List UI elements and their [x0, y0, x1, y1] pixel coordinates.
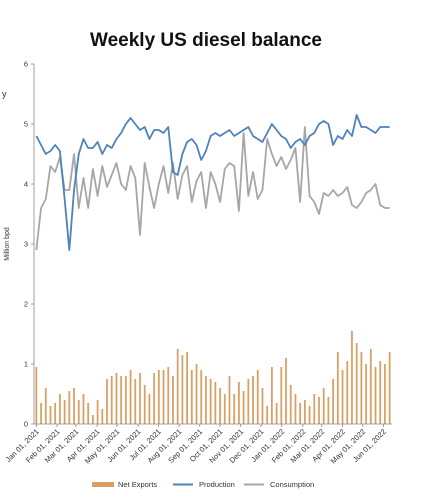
- legend-swatch-net-exports: [92, 482, 114, 487]
- net-exports-bar: [242, 391, 245, 424]
- net-exports-bar: [101, 409, 104, 424]
- y-tick-label: 6: [24, 60, 28, 69]
- net-exports-bar: [148, 394, 151, 424]
- net-exports-bar: [285, 358, 287, 424]
- net-exports-bar: [318, 397, 320, 424]
- y-tick-label: 0: [24, 420, 28, 429]
- net-exports-bar: [68, 391, 71, 424]
- net-exports-bar: [205, 376, 207, 424]
- net-exports-bar: [332, 379, 335, 424]
- net-exports-bar: [388, 352, 391, 424]
- net-exports-bar: [209, 379, 212, 424]
- net-exports-bar: [110, 376, 113, 424]
- net-exports-bar: [115, 373, 118, 424]
- net-exports-bar: [327, 397, 330, 424]
- net-exports-bar: [252, 376, 254, 424]
- net-exports-bar: [49, 406, 52, 424]
- y-tick-label: 1: [24, 360, 28, 369]
- net-exports-bar: [195, 364, 198, 424]
- net-exports-bar: [87, 403, 90, 424]
- stray-label: y: [2, 89, 7, 99]
- y-tick-label: 5: [24, 120, 28, 129]
- net-exports-bar: [360, 352, 363, 424]
- net-exports-bar: [73, 388, 75, 424]
- net-exports-bar: [54, 403, 57, 424]
- net-exports-bar: [275, 403, 278, 424]
- net-exports-bar: [82, 394, 85, 424]
- net-exports-bar: [153, 373, 156, 424]
- net-exports-bar: [223, 394, 226, 424]
- net-exports-bar: [341, 370, 344, 424]
- net-exports-bar: [77, 400, 80, 424]
- net-exports-bar: [256, 370, 259, 424]
- net-exports-bar: [40, 403, 42, 424]
- net-exports-bar: [106, 379, 108, 424]
- net-exports-bar: [190, 370, 193, 424]
- net-exports-bar: [346, 361, 349, 424]
- net-exports-bar: [308, 406, 311, 424]
- net-exports-bar: [134, 379, 137, 424]
- net-exports-bar: [176, 349, 179, 424]
- y-tick-label: 4: [24, 180, 28, 189]
- net-exports-bar: [351, 331, 353, 424]
- net-exports-bar: [270, 367, 273, 424]
- net-exports-bar: [303, 400, 306, 424]
- net-exports-bar: [289, 385, 292, 424]
- y-tick-label: 3: [24, 240, 28, 249]
- production-line: [35, 114, 390, 251]
- net-exports-bar: [91, 415, 94, 424]
- net-exports-bar: [238, 382, 240, 424]
- net-exports-bar: [374, 367, 377, 424]
- net-exports-bar: [129, 370, 132, 424]
- net-exports-bar: [139, 373, 141, 424]
- net-exports-bar: [186, 352, 188, 424]
- net-exports-bar: [214, 382, 217, 424]
- net-exports-bar: [228, 376, 231, 424]
- net-exports-bar: [143, 385, 146, 424]
- consumption-line: [35, 126, 390, 251]
- net-exports-bar: [63, 400, 66, 424]
- net-exports-bar: [124, 376, 127, 424]
- y-axis-label: Million bpd: [4, 227, 11, 261]
- net-exports-bar: [355, 343, 358, 424]
- net-exports-bar: [294, 394, 297, 424]
- net-exports-bar: [96, 400, 99, 424]
- net-exports-bars: [35, 331, 391, 424]
- legend-label-consumption: Consumption: [270, 480, 314, 489]
- net-exports-bar: [266, 406, 269, 424]
- net-exports-bar: [200, 370, 203, 424]
- y-tick-label: 2: [24, 300, 28, 309]
- net-exports-bar: [299, 403, 302, 424]
- net-exports-bar: [181, 355, 184, 424]
- legend-label-net-exports: Net Exports: [118, 480, 157, 489]
- legend: Net Exports Production Consumption: [92, 480, 314, 489]
- net-exports-bar: [44, 388, 47, 424]
- net-exports-bar: [369, 349, 372, 424]
- net-exports-bar: [162, 370, 165, 424]
- net-exports-bar: [172, 376, 174, 424]
- net-exports-bar: [120, 376, 123, 424]
- net-exports-bar: [219, 388, 221, 424]
- net-exports-bar: [233, 394, 236, 424]
- net-exports-bar: [157, 370, 160, 424]
- net-exports-bar: [336, 352, 339, 424]
- chart-title: Weekly US diesel balance: [90, 30, 322, 51]
- legend-label-production: Production: [199, 480, 235, 489]
- net-exports-bar: [167, 367, 170, 424]
- net-exports-bar: [261, 388, 264, 424]
- net-exports-bar: [322, 388, 325, 424]
- net-exports-bar: [35, 367, 38, 424]
- net-exports-bar: [384, 364, 386, 424]
- net-exports-bar: [280, 367, 283, 424]
- net-exports-bar: [365, 364, 367, 424]
- y-ticks: 0 1 2 3 4 5 6: [24, 60, 34, 429]
- net-exports-bar: [379, 361, 382, 424]
- net-exports-bar: [59, 394, 61, 424]
- net-exports-bar: [247, 379, 250, 424]
- net-exports-bar: [313, 394, 316, 424]
